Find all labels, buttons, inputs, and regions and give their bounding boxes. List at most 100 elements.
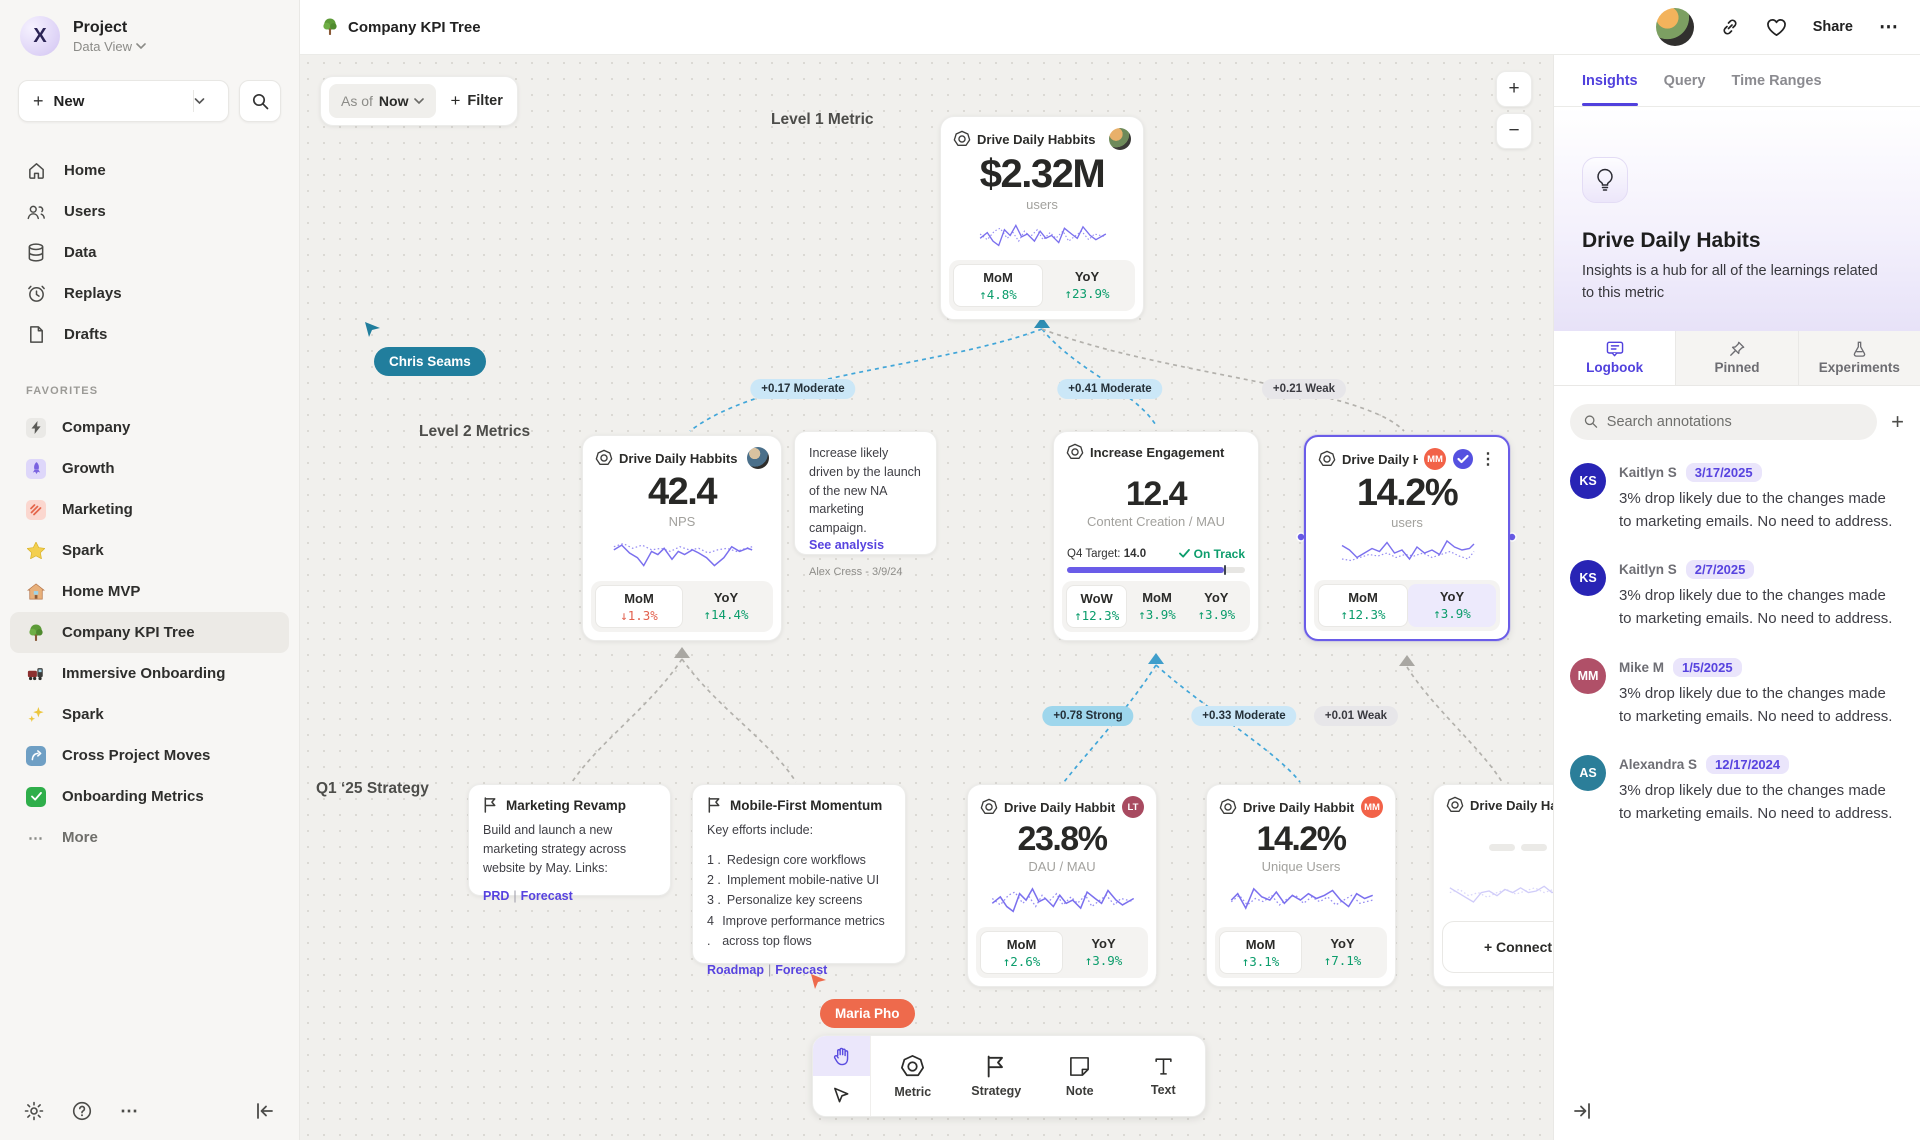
mom-cell[interactable]: MoM ↑3.9% — [1138, 590, 1176, 622]
collapse-sidebar-icon[interactable] — [255, 1102, 275, 1120]
asof-dropdown[interactable]: As of Now — [329, 84, 437, 118]
help-icon[interactable] — [72, 1101, 92, 1121]
edge-label[interactable]: +0.33 Moderate — [1191, 706, 1297, 726]
annotation-date[interactable]: 3/17/2025 — [1685, 462, 1762, 482]
metric-card-partial[interactable]: Drive Daily Hab + Connect — [1433, 784, 1553, 987]
connect-button[interactable]: + Connect — [1442, 921, 1553, 973]
kpi-tree-canvas[interactable]: As of Now + Filter + − Level 1 Metric Le… — [300, 55, 1553, 1140]
level1-label: Level 1 Metric — [771, 111, 874, 128]
avatar: MM — [1570, 657, 1606, 694]
search-button[interactable] — [239, 80, 281, 122]
edge-label[interactable]: +0.17 Moderate — [750, 379, 856, 399]
yoy-cell[interactable]: YoY ↑3.9% — [1084, 936, 1123, 968]
forecast-link[interactable]: Forecast — [520, 889, 573, 904]
annotation-entry[interactable]: KS Kaitlyn S 2/7/2025 3% drop likely due… — [1554, 543, 1920, 641]
sidebar-item-users[interactable]: Users — [0, 191, 299, 232]
metric-card-nps[interactable]: Drive Daily Habbits 42.4 NPS MoM ↓1.3% Y… — [582, 435, 782, 641]
copy-link-icon[interactable] — [1720, 17, 1740, 37]
card-menu-icon[interactable]: ⋮ — [1480, 451, 1496, 468]
sidebar-item-data[interactable]: Data — [0, 232, 299, 273]
yoy-cell[interactable]: YoY ↑3.9% — [1408, 584, 1496, 627]
new-button[interactable]: + New — [18, 80, 229, 122]
tab-query[interactable]: Query — [1663, 72, 1706, 89]
new-dropdown-chevron[interactable] — [194, 97, 228, 105]
sidebar-item-onboarding-metrics[interactable]: Onboarding Metrics — [10, 776, 289, 817]
select-tool-button[interactable] — [813, 1076, 870, 1116]
annotation-date[interactable]: 2/7/2025 — [1685, 560, 1755, 579]
settings-gear-icon[interactable] — [24, 1101, 44, 1121]
sidebar-item-drafts[interactable]: Drafts — [0, 314, 299, 355]
wow-cell[interactable]: WoW ↑12.3% — [1066, 585, 1128, 628]
canvas-annotation-note[interactable]: Increase likely driven by the launch of … — [794, 431, 937, 578]
sidebar-item-company-kpi-tree[interactable]: Company KPI Tree — [10, 612, 289, 653]
yoy-cell[interactable]: YoY ↑7.1% — [1323, 936, 1362, 968]
edge-label[interactable]: +0.78 Strong — [1042, 706, 1134, 726]
note-tool-button[interactable]: Note — [1038, 1036, 1122, 1116]
edge-label[interactable]: +0.41 Moderate — [1057, 379, 1163, 399]
mom-cell[interactable]: MoM ↑2.6% — [980, 931, 1063, 974]
metric-card-engagement[interactable]: Increase Engagement 12.4 Content Creatio… — [1053, 431, 1259, 641]
sidebar-item-home-mvp[interactable]: Home MVP — [10, 571, 289, 612]
edge-label[interactable]: +0.01 Weak — [1313, 706, 1399, 726]
yoy-cell[interactable]: YoY ↑23.9% — [1064, 269, 1110, 301]
zoom-out-button[interactable]: − — [1496, 113, 1532, 149]
hand-icon — [833, 1047, 849, 1065]
yoy-cell[interactable]: YoY ↑14.4% — [703, 590, 749, 622]
annotation-entry[interactable]: KS Kaitlyn S 3/17/2025 3% drop likely du… — [1554, 446, 1920, 544]
favorite-heart-icon[interactable] — [1766, 18, 1787, 37]
metric-unit: Unique Users — [1261, 859, 1341, 874]
mom-cell[interactable]: MoM ↑3.1% — [1219, 931, 1302, 974]
annotation-date[interactable]: 1/5/2025 — [1673, 657, 1742, 677]
add-filter-button[interactable]: + Filter — [450, 91, 503, 110]
mom-cell[interactable]: MoM ↑4.8% — [953, 264, 1043, 307]
strategy-tool-button[interactable]: Strategy — [955, 1036, 1039, 1116]
user-avatar[interactable] — [1655, 8, 1694, 46]
text-tool-button[interactable]: Text — [1122, 1036, 1206, 1116]
annotation-search-input[interactable] — [1606, 413, 1864, 430]
project-switcher[interactable]: X Project Data View — [0, 0, 299, 72]
mom-cell[interactable]: MoM ↑12.3% — [1318, 584, 1408, 627]
subtab-pinned[interactable]: Pinned — [1675, 330, 1798, 385]
prd-link[interactable]: PRD — [483, 889, 510, 904]
annotation-date[interactable]: 12/17/2024 — [1706, 755, 1790, 774]
share-button[interactable]: Share — [1812, 19, 1853, 35]
more-options-icon[interactable]: ⋯ — [120, 1100, 138, 1121]
hand-tool-button[interactable] — [813, 1036, 870, 1076]
annotation-text: 3% drop likely due to the changes made t… — [1619, 782, 1893, 823]
roadmap-link[interactable]: Roadmap — [707, 963, 764, 977]
tab-insights[interactable]: Insights — [1582, 55, 1638, 106]
metric-card-selected[interactable]: Drive Daily Habb.. MM ⋮ 14.2% users MoM … — [1304, 435, 1510, 641]
metric-card-dau-mau[interactable]: Drive Daily Habbits LT 23.8% DAU / MAU M… — [967, 784, 1157, 987]
sidebar-item-spark-2[interactable]: Spark — [10, 694, 289, 735]
annotation-search[interactable] — [1570, 403, 1878, 440]
metric-card-unique-users[interactable]: Drive Daily Habbits MM 14.2% Unique User… — [1206, 784, 1396, 987]
sidebar-item-more[interactable]: ⋯ More — [28, 829, 98, 847]
sidebar-item-replays[interactable]: Replays — [0, 273, 299, 314]
cursor-arrow-icon — [365, 322, 380, 337]
yoy-cell[interactable]: YoY ↑3.9% — [1197, 590, 1236, 622]
subtab-experiments[interactable]: Experiments — [1797, 330, 1920, 385]
sidebar-item-company[interactable]: Company — [10, 407, 289, 448]
collapse-panel-icon[interactable] — [1572, 1102, 1592, 1120]
annotation-entry[interactable]: MM Mike M 1/5/2025 3% drop likely due to… — [1554, 641, 1920, 739]
sidebar-item-immersive-onboarding[interactable]: Immersive Onboarding — [10, 653, 289, 694]
annotation-entry[interactable]: AS Alexandra S 12/17/2024 3% drop likely… — [1554, 738, 1920, 836]
edge-label[interactable]: +0.21 Weak — [1261, 379, 1347, 399]
add-annotation-icon[interactable]: + — [1891, 408, 1904, 434]
sidebar-item-marketing[interactable]: Marketing — [10, 489, 289, 530]
sidebar-item-spark[interactable]: Spark — [10, 530, 289, 571]
forecast-link[interactable]: Forecast — [775, 963, 828, 977]
tab-time-ranges[interactable]: Time Ranges — [1731, 72, 1822, 89]
subtab-logbook[interactable]: Logbook — [1554, 330, 1676, 385]
zoom-in-button[interactable]: + — [1496, 71, 1532, 107]
strategy-card-marketing-revamp[interactable]: Marketing Revamp Build and launch a new … — [468, 784, 671, 903]
strategy-card-mobile-first[interactable]: Mobile-First Momentum Key efforts includ… — [692, 784, 906, 977]
more-menu-icon[interactable]: ⋯ — [1879, 16, 1898, 38]
sidebar-item-home[interactable]: Home — [0, 150, 299, 191]
metric-card-level1[interactable]: Drive Daily Habbits $2.32M users MoM ↑4.… — [940, 116, 1144, 320]
metric-tool-button[interactable]: Metric — [871, 1036, 955, 1116]
mom-cell[interactable]: MoM ↓1.3% — [595, 585, 683, 628]
sidebar-item-cross-project-moves[interactable]: Cross Project Moves — [10, 735, 289, 776]
see-analysis-link[interactable]: See analysis — [809, 537, 885, 552]
sidebar-item-growth[interactable]: Growth — [10, 448, 289, 489]
